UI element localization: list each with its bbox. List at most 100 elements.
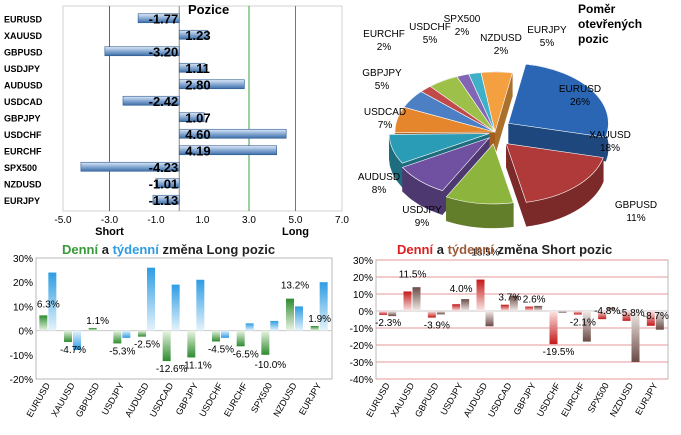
short-y-tick: 0%	[359, 307, 374, 318]
positions-reference-label: Long	[282, 226, 309, 238]
short-title-daily: Denní	[397, 242, 434, 257]
short-y-tick: 10%	[353, 290, 373, 301]
pie-slice	[505, 143, 604, 203]
pie-slice-percent: 2%	[377, 42, 392, 53]
positions-bar	[80, 161, 180, 172]
long-y-tick: 30%	[13, 254, 33, 265]
short-category-label: USDCAD	[486, 381, 514, 419]
positions-value-label: -3.20	[149, 44, 179, 59]
short-bar-weekly	[582, 311, 591, 342]
positions-bar	[178, 79, 245, 90]
short-data-label: 18.5%	[471, 248, 499, 259]
long-data-label: -5.3%	[109, 346, 135, 357]
short-category-label: EURJPY	[633, 381, 659, 417]
long-title-daily: Denní	[62, 242, 99, 257]
pie-slice	[480, 71, 513, 134]
long-bar-weekly	[196, 279, 205, 331]
pie-slice-label: GBPJPY	[362, 68, 402, 79]
long-change-chart: 30% 20% 10% 0% -10% -20% 6.3% EURUSD -4.7% XAUUSD…	[10, 254, 333, 419]
pie-slice	[401, 137, 491, 192]
long-bar-weekly	[270, 320, 279, 331]
short-data-label: 2.6%	[523, 295, 546, 306]
short-bar-weekly	[558, 311, 567, 313]
long-data-label: 6.3%	[37, 299, 60, 310]
long-title-and: a	[98, 242, 113, 257]
short-bar-weekly	[388, 311, 397, 317]
pie-title: Poměr otevřených pozic	[578, 2, 643, 46]
long-title-weekly: týdenní	[112, 242, 159, 257]
positions-x-tick: 1.0	[196, 215, 210, 226]
long-bar-weekly	[147, 267, 155, 331]
short-data-label: 11.5%	[399, 269, 427, 280]
short-y-tick: -30%	[350, 358, 373, 369]
pie-slice-label: AUDUSD	[358, 172, 400, 183]
long-y-tick: -20%	[10, 375, 33, 386]
short-bar-weekly	[534, 305, 543, 311]
long-bar-weekly	[73, 330, 81, 350]
positions-value-label: 1.11	[185, 61, 210, 76]
long-y-tick: -10%	[10, 351, 33, 362]
short-category-label: SPX500	[586, 381, 611, 415]
positions-value-label: -1.13	[149, 193, 179, 208]
short-chart-title: Denní a týdenní změna Short pozic	[397, 242, 612, 257]
long-bar-weekly	[295, 306, 303, 331]
long-bar-daily	[138, 330, 146, 337]
long-category-label: NZDUSD	[271, 381, 299, 419]
short-bar-daily	[525, 306, 534, 311]
short-bar-weekly	[436, 311, 445, 315]
pie-slice-percent: 5%	[540, 38, 555, 49]
short-title-weekly: týdenní	[447, 242, 494, 257]
pie-slice-wall	[508, 123, 606, 162]
positions-reference-label: Short	[95, 226, 124, 238]
pie-slice-percent: 18%	[600, 143, 620, 154]
long-data-label: -2.5%	[134, 340, 160, 351]
positions-x-tick: 7.0	[335, 215, 349, 226]
short-title-rest: změna Short pozic	[493, 242, 613, 257]
short-bar-daily	[500, 304, 509, 311]
positions-category-label: GBPJPY	[4, 113, 41, 123]
pie-slice-label: EURUSD	[559, 84, 601, 95]
long-category-label: USDCAD	[148, 381, 176, 419]
positions-value-label: 4.60	[185, 127, 210, 142]
short-bar-daily	[427, 311, 436, 318]
positions-value-label: 4.19	[185, 143, 210, 158]
long-bar-weekly	[122, 330, 131, 338]
long-bar-daily	[310, 326, 319, 331]
short-bar-weekly	[485, 311, 494, 327]
pie-slice-percent: 2%	[494, 46, 509, 57]
pie-slice-percent: 5%	[375, 81, 390, 92]
pie-slice-percent: 8%	[372, 185, 387, 196]
positions-title: Pozice	[188, 2, 230, 17]
long-category-label: SPX500	[249, 381, 274, 415]
short-bar-weekly	[631, 311, 640, 362]
positions-x-tick: -5.0	[54, 215, 72, 226]
pie-slice-percent: 11%	[626, 213, 645, 224]
short-data-label: -3.9%	[424, 321, 450, 332]
short-data-label: -2.3%	[375, 318, 401, 329]
long-data-label: -4.7%	[60, 345, 86, 356]
long-bar-daily	[64, 330, 72, 342]
pie-slice	[445, 143, 514, 205]
positions-x-tick: -1.0	[147, 215, 165, 226]
long-title-rest: změna Long pozic	[158, 242, 276, 257]
positions-value-label: -1.01	[149, 176, 179, 191]
pie-slice-percent: 5%	[423, 35, 438, 46]
positions-bar	[152, 194, 180, 205]
long-data-label: -11.1%	[181, 360, 212, 371]
short-y-tick: -20%	[350, 341, 373, 352]
positions-bar	[122, 95, 180, 106]
long-data-label: 1.1%	[86, 316, 109, 327]
positions-bar	[178, 29, 209, 40]
long-category-label: EURUSD	[24, 381, 52, 419]
short-bar-weekly	[461, 299, 470, 311]
short-data-label: 3.7%	[498, 293, 521, 304]
long-plot-area	[35, 257, 333, 380]
long-category-label: GBPUSD	[74, 381, 102, 419]
short-bar-weekly	[412, 287, 421, 311]
positions-value-label: 1.23	[185, 28, 210, 43]
long-chart-title: Denní a týdenní změna Long pozic	[62, 242, 275, 257]
long-bar-daily	[162, 330, 171, 362]
short-change-chart: 30%20%10%0%-10%-20%-30%-40%-2.3%EURUSD11…	[350, 248, 669, 419]
positions-category-label: USDCHF	[4, 130, 42, 140]
pie-slice	[508, 63, 609, 138]
